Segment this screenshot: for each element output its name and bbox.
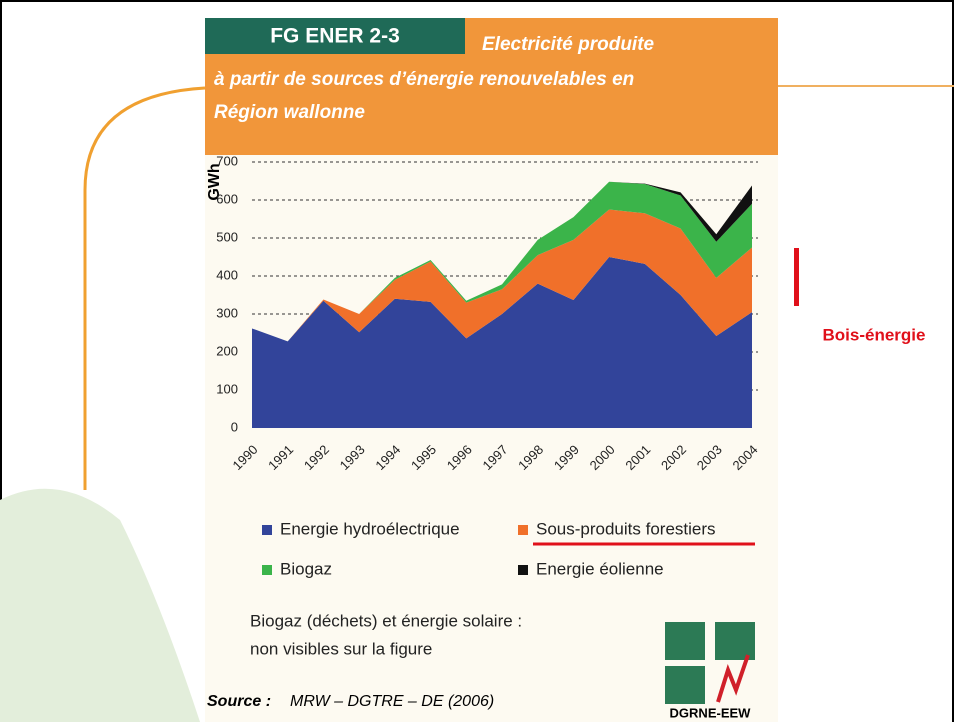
chart-title: à partir de sources d’énergie renouvelab… [214, 69, 634, 90]
y-tick-label: 300 [216, 305, 238, 320]
logo-block [715, 622, 755, 660]
note: Biogaz (déchets) et énergie solaire : [250, 611, 522, 630]
y-tick-label: 400 [216, 267, 238, 282]
leaf-decoration [0, 489, 200, 722]
note: non visibles sur la figure [250, 639, 432, 658]
chart-title: Electricité produite [482, 34, 655, 55]
logo-block [665, 666, 705, 704]
legend-swatch [262, 525, 272, 535]
logo-block [665, 622, 705, 660]
y-tick-label: 600 [216, 191, 238, 206]
legend-swatch [518, 525, 528, 535]
y-tick-label: 500 [216, 229, 238, 244]
legend-label: Energie hydroélectrique [280, 519, 460, 538]
logo-text: DGRNE-EEW [670, 705, 752, 720]
orange-curve [85, 88, 205, 490]
legend-swatch [518, 565, 528, 575]
source: MRW – DGTRE – DE (2006) [290, 693, 494, 710]
y-tick-label: 100 [216, 381, 238, 396]
legend-label: Biogaz [280, 559, 332, 578]
chart-title: Région wallonne [214, 102, 365, 123]
legend-label: Energie éolienne [536, 559, 664, 578]
annotation: Bois-énergie [823, 325, 926, 344]
annotation-bar [794, 248, 799, 306]
legend-swatch [262, 565, 272, 575]
y-tick-label: 200 [216, 343, 238, 358]
legend-label: Sous-produits forestiers [536, 519, 716, 538]
y-tick-label: 700 [216, 153, 238, 168]
y-tick-label: 0 [231, 419, 238, 434]
slide: FG ENER 2-3 Electricité produite à parti… [0, 0, 954, 722]
page: {"figure_label": "FG ENER 2-3", "chart_d… [0, 0, 954, 722]
source-label: Source : [207, 693, 271, 710]
figure-label: FG ENER 2-3 [270, 25, 400, 48]
